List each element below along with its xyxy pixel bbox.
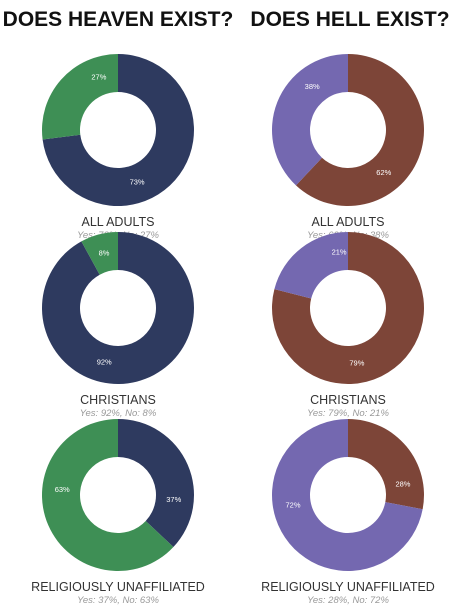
chart-subtitle: Yes: 37%, No: 63%	[77, 595, 159, 606]
donut-segment	[348, 419, 424, 510]
value-label: 73%	[130, 178, 145, 187]
chart-subtitle: Yes: 79%, No: 21%	[307, 408, 389, 419]
chart-title: CHRISTIANS	[80, 393, 156, 407]
donut-segment	[118, 419, 194, 548]
donut-segment	[41, 419, 174, 571]
value-label: 21%	[332, 248, 347, 257]
column-heading: DOES HEAVEN EXIST?	[3, 8, 234, 31]
donut-segment	[42, 232, 195, 384]
chart-title: ALL ADULTS	[312, 215, 385, 229]
value-label: 63%	[55, 485, 70, 494]
value-label: 27%	[91, 72, 106, 81]
donut-segment	[295, 54, 425, 206]
donut-segment	[42, 54, 195, 207]
value-label: 8%	[99, 249, 110, 258]
value-label: 79%	[349, 358, 364, 367]
chart-subtitle: Yes: 28%, No: 72%	[307, 595, 389, 606]
value-label: 28%	[395, 479, 410, 488]
chart-subtitle: Yes: 92%, No: 8%	[80, 408, 157, 419]
chart-title: RELIGIOUSLY UNAFFILIATED	[31, 580, 205, 594]
value-label: 92%	[97, 357, 112, 366]
chart-title: CHRISTIANS	[310, 393, 386, 407]
value-label: 38%	[305, 82, 320, 91]
donut-segment	[41, 54, 118, 140]
chart-title: ALL ADULTS	[82, 215, 155, 229]
value-label: 37%	[166, 495, 181, 504]
chart-title: RELIGIOUSLY UNAFFILIATED	[261, 580, 435, 594]
donut-segment	[274, 232, 348, 299]
column-heading: DOES HELL EXIST?	[250, 8, 449, 31]
value-label: 72%	[286, 501, 301, 510]
value-label: 62%	[376, 168, 391, 177]
donut-segment	[272, 54, 348, 186]
donut-segment	[272, 419, 423, 571]
donut-segment	[81, 232, 118, 275]
donut-segment	[272, 232, 424, 384]
